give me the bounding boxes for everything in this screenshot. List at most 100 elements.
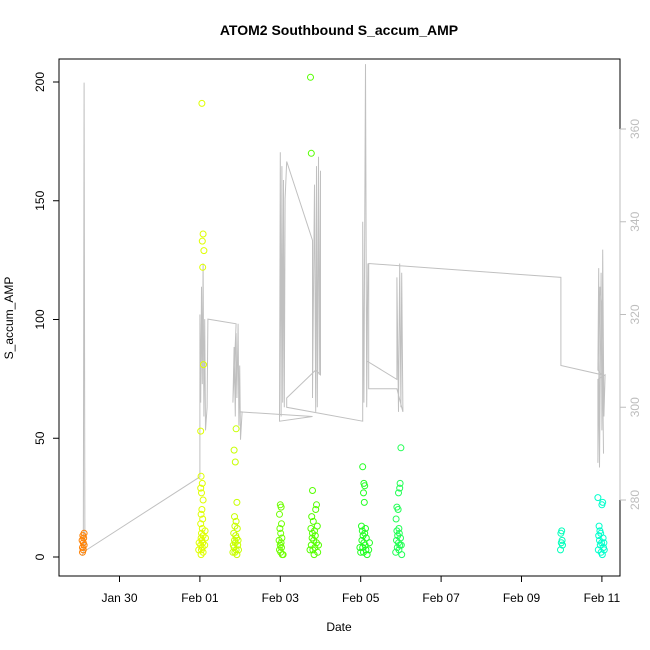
data-point: [394, 506, 402, 513]
data-point: [230, 446, 238, 454]
data-point: [309, 487, 316, 494]
data-point: [392, 548, 400, 556]
data-point: [309, 517, 317, 525]
data-point: [360, 489, 367, 497]
data-point: [199, 230, 207, 238]
data-point: [201, 527, 209, 535]
data-point: [198, 237, 206, 245]
data-point: [80, 529, 88, 537]
data-point: [315, 541, 322, 549]
data-point: [277, 529, 285, 537]
data-point: [229, 541, 237, 549]
data-point: [306, 546, 314, 554]
left-tick-label: 150: [33, 190, 47, 210]
data-point: [198, 489, 205, 497]
data-point: [197, 520, 205, 528]
data-point: [195, 546, 203, 554]
data-point: [278, 520, 285, 528]
bottom-axis: Jan 30 Feb 01 Feb 03 Feb 05 Feb 07 Feb 09 Feb …: [101, 575, 621, 605]
points-layer: [78, 73, 608, 559]
data-point: [393, 527, 401, 535]
data-point: [198, 99, 206, 107]
data-point: [201, 541, 209, 549]
data-point: [231, 458, 239, 466]
trace-layer: [81, 64, 606, 556]
data-point: [363, 551, 371, 559]
data-point: [308, 513, 316, 521]
data-point: [233, 498, 241, 506]
left-tick-label: 50: [33, 431, 47, 445]
plot-frame: [58, 58, 621, 577]
data-point: [359, 463, 367, 471]
right-tick-label: 360: [628, 119, 642, 139]
data-point: [557, 529, 565, 537]
data-point: [313, 501, 320, 509]
data-point: [231, 522, 239, 530]
data-point: [232, 425, 240, 433]
bottom-tick-label: Feb 09: [503, 591, 541, 605]
data-point: [357, 548, 365, 556]
data-point: [234, 541, 242, 549]
left-axis: 0 50 100 150 200: [33, 72, 60, 560]
bottom-tick-label: Feb 07: [422, 591, 460, 605]
data-point: [200, 361, 207, 369]
bottom-tick-label: Feb 01: [181, 591, 219, 605]
trace-line: [81, 64, 606, 556]
right-axis: 280 300 320 340 360: [619, 119, 642, 510]
data-point: [392, 515, 400, 523]
data-point: [314, 548, 322, 556]
data-point: [197, 510, 205, 518]
data-point: [594, 494, 602, 502]
right-tick-label: 320: [628, 304, 642, 324]
data-point: [356, 544, 364, 551]
data-point: [358, 527, 366, 535]
bottom-tick-label: Feb 03: [262, 591, 300, 605]
data-point: [310, 551, 318, 559]
data-point: [397, 444, 405, 452]
data-point: [557, 546, 564, 554]
bottom-tick-label: Feb 05: [342, 591, 380, 605]
data-point: [307, 73, 314, 81]
data-point: [600, 546, 608, 554]
bottom-tick-label: Jan 30: [101, 591, 137, 605]
data-point: [395, 489, 402, 497]
data-point: [276, 525, 284, 532]
data-point: [397, 541, 405, 549]
data-point: [234, 536, 242, 544]
data-point: [307, 525, 315, 532]
data-point: [200, 247, 208, 255]
x-axis-label: Date: [326, 620, 352, 634]
data-point: [199, 263, 207, 271]
data-point: [307, 149, 315, 157]
data-point: [598, 501, 606, 509]
data-point: [199, 496, 207, 504]
y-axis-label: S_accum_AMP: [2, 277, 16, 360]
data-point: [366, 539, 373, 547]
data-point: [79, 544, 86, 551]
data-point: [365, 546, 373, 554]
left-tick-label: 100: [33, 309, 47, 329]
right-tick-label: 340: [628, 211, 642, 231]
data-point: [276, 510, 283, 518]
data-point: [198, 479, 206, 487]
data-point: [232, 517, 240, 525]
data-point: [277, 503, 285, 511]
right-tick-label: 280: [628, 490, 642, 510]
chart-title: ATOM2 Southbound S_accum_AMP: [220, 22, 458, 38]
data-point: [233, 551, 241, 559]
data-point: [599, 534, 607, 542]
data-point: [235, 546, 242, 554]
data-point: [233, 525, 241, 532]
data-point: [361, 482, 369, 490]
data-point: [231, 513, 238, 521]
right-tick-label: 300: [628, 397, 642, 417]
data-point: [198, 506, 206, 513]
data-point: [197, 427, 205, 435]
data-point: [229, 548, 237, 556]
bottom-tick-label: Feb 11: [584, 591, 621, 605]
data-point: [396, 479, 404, 487]
data-point: [398, 551, 406, 559]
left-tick-label: 0: [33, 553, 47, 560]
left-tick-label: 200: [33, 72, 47, 92]
